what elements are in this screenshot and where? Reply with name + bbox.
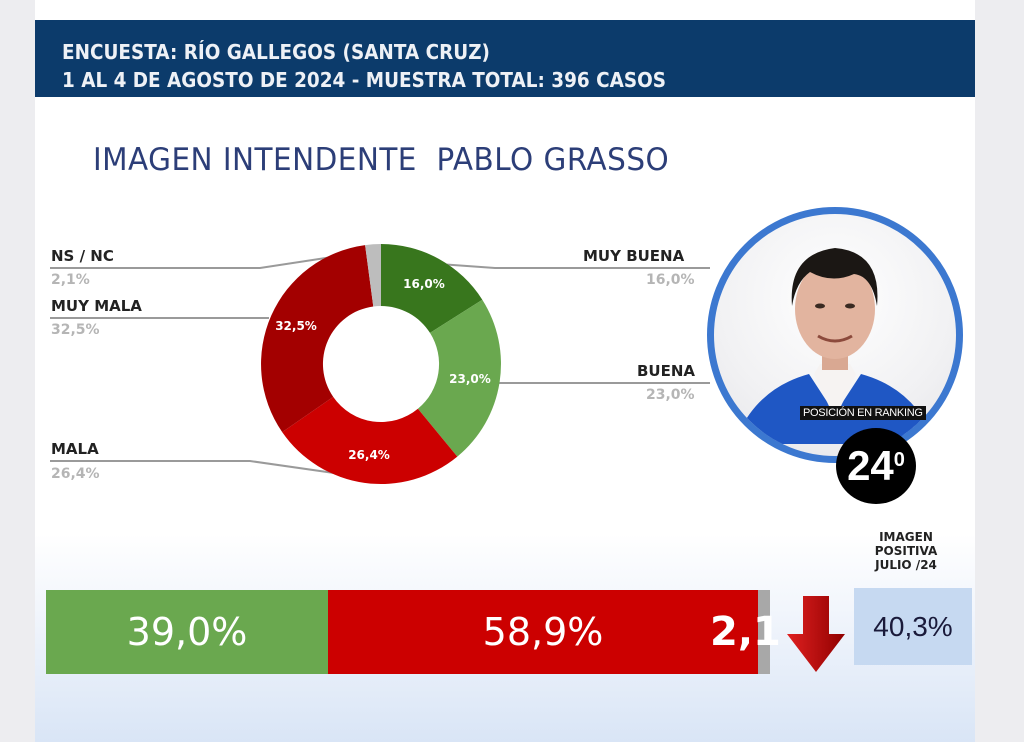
legend-muy-buena-value: 16,0% bbox=[646, 272, 695, 288]
slice-mala bbox=[282, 396, 458, 484]
ranking-number: 24 bbox=[847, 442, 894, 489]
legend-ns-nc-value: 2,1% bbox=[51, 272, 90, 288]
summary-bar-positive: 39,0% bbox=[46, 590, 328, 674]
summary-bar-ns-nc-value: 2,1 bbox=[710, 609, 781, 655]
slice-muy-mala bbox=[261, 245, 374, 433]
legend-buena-label: BUENA bbox=[637, 362, 696, 380]
legend-buena-value: 23,0% bbox=[646, 387, 695, 403]
ranking-badge: 24 0 bbox=[836, 428, 916, 504]
donut-chart: 16,0% 23,0% 26,4% 32,5% bbox=[261, 244, 501, 484]
previous-label-line3: JULIO /24 bbox=[875, 558, 937, 572]
legend-mala-value: 26,4% bbox=[51, 466, 100, 482]
legend-mala-label: MALA bbox=[51, 440, 99, 458]
candidate-photo bbox=[707, 207, 963, 463]
slice-label-mala: 26,4% bbox=[348, 448, 390, 462]
survey-dates-sample: 1 AL 4 DE AGOSTO DE 2024 - MUESTRA TOTAL… bbox=[62, 68, 666, 92]
legend-muy-buena-label: MUY BUENA bbox=[583, 247, 685, 265]
ranking-label: POSICIÓN EN RANKING bbox=[800, 406, 926, 420]
previous-label-line1: IMAGEN bbox=[879, 530, 933, 544]
previous-positive-value: 40,3% bbox=[854, 588, 972, 665]
person-portrait-icon bbox=[734, 248, 936, 444]
survey-location: ENCUESTA: RÍO GALLEGOS (SANTA CRUZ) bbox=[62, 40, 490, 64]
summary-bar-ns-nc bbox=[758, 590, 770, 674]
previous-positive-label: IMAGEN POSITIVA JULIO /24 bbox=[861, 530, 951, 572]
ranking-ordinal: 0 bbox=[893, 448, 905, 471]
legend-muy-mala-value: 32,5% bbox=[51, 322, 100, 338]
slice-label-muy-mala: 32,5% bbox=[275, 319, 317, 333]
slice-buena bbox=[417, 299, 501, 457]
slice-label-muy-buena: 16,0% bbox=[403, 277, 445, 291]
down-arrow-icon bbox=[787, 596, 845, 672]
slice-muy-buena bbox=[381, 244, 483, 333]
survey-header: ENCUESTA: RÍO GALLEGOS (SANTA CRUZ) 1 AL… bbox=[35, 20, 975, 97]
legend-muy-mala-label: MUY MALA bbox=[51, 297, 142, 315]
slice-ns-nc bbox=[365, 244, 381, 307]
survey-slide: ENCUESTA: RÍO GALLEGOS (SANTA CRUZ) 1 AL… bbox=[35, 0, 975, 742]
summary-bar-negative: 58,9% bbox=[328, 590, 758, 674]
chart-title: IMAGEN INTENDENTE PABLO GRASSO bbox=[93, 142, 670, 178]
previous-label-line2: POSITIVA bbox=[874, 544, 938, 558]
slice-label-buena: 23,0% bbox=[449, 372, 491, 386]
legend-ns-nc-label: NS / NC bbox=[51, 247, 114, 265]
